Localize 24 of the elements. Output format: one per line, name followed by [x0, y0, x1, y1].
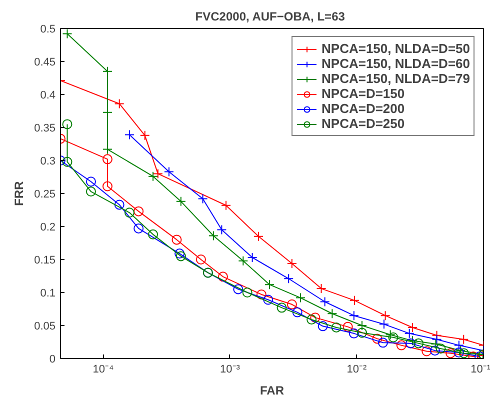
- y-tick-label: 0.3: [40, 156, 56, 168]
- chart-title: FVC2000, AUF−OBA, L=63: [195, 10, 346, 24]
- legend-label: NPCA=D=250: [322, 116, 405, 131]
- y-axis-title: FRR: [12, 180, 26, 206]
- x-tick-label: 10⁻³: [220, 364, 240, 376]
- y-tick-label: 0: [49, 354, 56, 366]
- legend-label: NPCA=150, NLDA=D=50: [322, 41, 470, 56]
- x-axis-title: FAR: [260, 384, 284, 398]
- y-tick-label: 0.05: [34, 320, 56, 332]
- x-tick-label: 10⁻²: [346, 364, 368, 376]
- y-tick-label: 0.5: [40, 24, 56, 36]
- x-tick-label: 10⁻¹: [470, 364, 490, 376]
- y-tick-label: 0.4: [40, 90, 56, 102]
- y-tick-label: 0.35: [34, 122, 56, 134]
- legend-label: NPCA=D=200: [322, 101, 405, 116]
- x-tick-label: 10⁻⁴: [92, 364, 114, 376]
- legend-label: NPCA=D=150: [322, 86, 405, 101]
- y-tick-label: 0.45: [34, 56, 56, 68]
- y-tick-label: 0.15: [34, 254, 56, 266]
- y-tick-label: 0.25: [34, 188, 56, 200]
- legend-label: NPCA=150, NLDA=D=60: [322, 56, 470, 71]
- y-tick-label: 0.2: [40, 222, 56, 234]
- legend-label: NPCA=150, NLDA=D=79: [322, 71, 470, 86]
- y-tick-label: 0.1: [40, 288, 56, 300]
